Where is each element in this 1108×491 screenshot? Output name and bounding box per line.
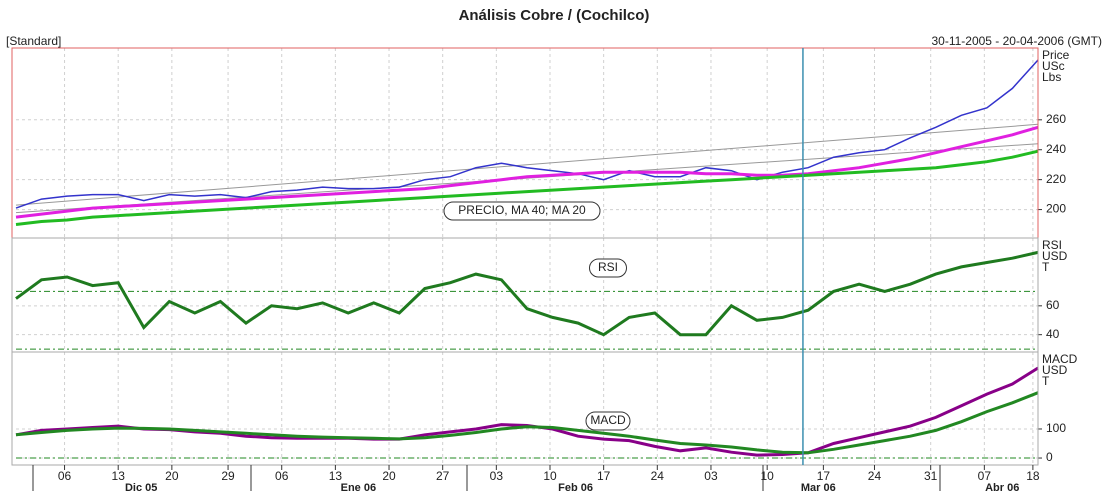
panel-label-box	[589, 258, 627, 278]
x-tick-label: 31	[924, 469, 938, 483]
y-tick-label: 240	[1046, 142, 1066, 156]
y-tick-label: 60	[1046, 298, 1060, 312]
chart-title: Análisis Cobre / (Cochilco)	[459, 7, 650, 24]
axis-label: Lbs	[1042, 70, 1061, 84]
x-tick-label: 06	[58, 469, 72, 483]
x-tick-label: 17	[817, 469, 831, 483]
y-tick-label: 200	[1046, 202, 1066, 216]
x-tick-label: 13	[112, 469, 126, 483]
x-tick-label: 20	[165, 469, 179, 483]
series-line	[15, 250, 1039, 337]
x-tick-label: 29	[221, 469, 235, 483]
axis-label: RSI	[1042, 238, 1062, 252]
x-tick-label: 10	[760, 469, 774, 483]
x-tick-label: 17	[597, 469, 611, 483]
month-label: Dic 05	[125, 482, 157, 491]
x-tick-label: 06	[275, 469, 289, 483]
panel-label-box	[585, 411, 631, 431]
panel-label: RSI	[598, 260, 618, 274]
panel-border	[11, 351, 1039, 466]
panel-label: MACD	[590, 413, 626, 427]
y-tick-label: 260	[1046, 112, 1066, 126]
series-line	[15, 391, 1039, 455]
x-tick-label: 03	[704, 469, 718, 483]
y-tick-label: 100	[1046, 421, 1066, 435]
axis-label: Price	[1042, 48, 1070, 62]
x-tick-label: 13	[329, 469, 343, 483]
y-tick-label: 40	[1046, 327, 1060, 341]
range-label: 30-11-2005 - 20-04-2006 (GMT)	[931, 34, 1102, 48]
x-tick-label: 07	[978, 469, 992, 483]
y-tick-label: 220	[1046, 172, 1066, 186]
x-tick-label: 24	[651, 469, 665, 483]
axis-label: USc	[1042, 59, 1065, 73]
series-line	[15, 149, 1039, 226]
x-tick-label: 27	[436, 469, 450, 483]
x-tick-label: 03	[490, 469, 504, 483]
month-label: Mar 06	[801, 482, 836, 491]
trend-line	[15, 123, 1039, 206]
month-label: Feb 06	[558, 482, 593, 491]
x-tick-label: 10	[543, 469, 557, 483]
y-tick-label: 0	[1046, 450, 1053, 464]
x-tick-label: 18	[1026, 469, 1040, 483]
axis-label: T	[1042, 374, 1050, 388]
axis-label: MACD	[1042, 352, 1078, 366]
axis-label: T	[1042, 260, 1050, 274]
series-line	[15, 125, 1039, 219]
month-label: Abr 06	[985, 482, 1019, 491]
axis-label: USD	[1042, 363, 1068, 377]
axis-label: USD	[1042, 249, 1068, 263]
panel-label: PRECIO, MA 40; MA 20	[458, 203, 586, 217]
panel-label-box	[443, 201, 601, 221]
mode-label: [Standard]	[6, 34, 61, 48]
x-tick-label: 24	[868, 469, 882, 483]
month-label: Ene 06	[341, 482, 376, 491]
x-tick-label: 20	[382, 469, 396, 483]
series-line	[15, 59, 1039, 209]
